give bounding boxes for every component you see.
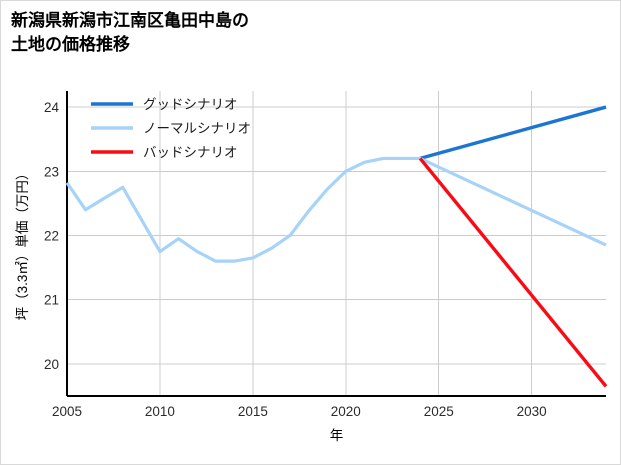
- y-axis-title: 坪（3.3㎡）単価（万円）: [15, 167, 30, 321]
- page-title: 新潟県新潟市江南区亀田中島の 土地の価格推移: [11, 11, 249, 55]
- y-tick-label: 20: [44, 357, 59, 372]
- y-tick-label: 22: [44, 228, 59, 243]
- x-tick-label: 2030: [517, 404, 547, 419]
- series-line-bad: [418, 157, 608, 388]
- x-tick-label: 2015: [238, 404, 268, 419]
- gridlines: [66, 91, 606, 396]
- y-axis-tick-labels: 20 21 22 23 24: [44, 100, 60, 372]
- x-tick-label: 2025: [424, 404, 454, 419]
- series-line-good: [419, 105, 607, 161]
- x-tick-label: 2020: [331, 404, 361, 419]
- x-axis-tick-labels: 2005 2010 2015 2020 2025 2030: [52, 404, 547, 419]
- axis-lines: [65, 91, 606, 398]
- x-tick-label: 2010: [145, 404, 175, 419]
- legend-label: バッドシナリオ: [143, 145, 238, 160]
- series-lines: [65, 105, 608, 388]
- y-tick-label: 23: [44, 164, 59, 179]
- series-line-normal: [65, 156, 607, 263]
- x-axis-title: 年: [330, 428, 344, 443]
- legend-label: ノーマルシナリオ: [143, 121, 251, 136]
- y-tick-label: 24: [44, 100, 60, 115]
- legend-label: グッドシナリオ: [143, 97, 238, 112]
- x-tick-label: 2005: [52, 404, 82, 419]
- y-tick-label: 21: [44, 293, 59, 308]
